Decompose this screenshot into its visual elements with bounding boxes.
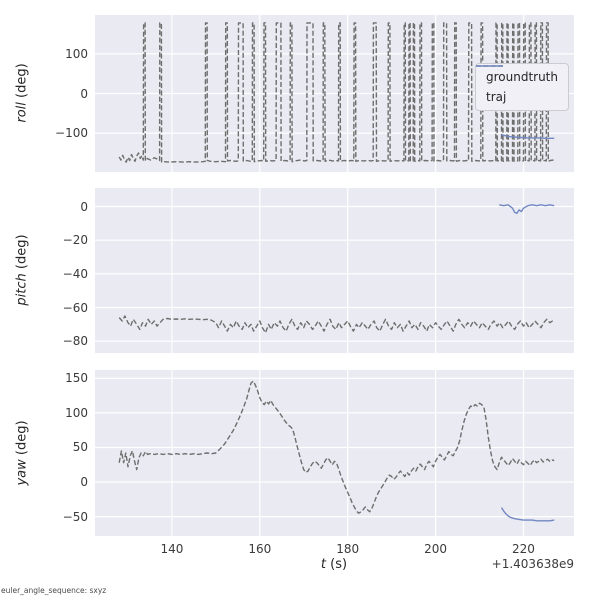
x-axis-offset-text: +1.403638e9 [491,557,574,571]
y-tick-label: −100 [55,126,88,141]
pitch-plot-svg [95,188,574,353]
legend-label-traj: traj [485,90,507,104]
x-axis-label: t (s) [321,557,347,572]
x-axis-label-var: t [320,557,327,572]
y-tick-label: −50 [62,509,88,524]
x-tick-label: 200 [424,542,448,556]
y-tick-label: 50 [72,440,88,455]
y-tick-label: 0 [80,199,88,214]
pitch-traj-line [499,204,555,214]
y-tick-label: −20 [62,233,88,248]
pitch-groundtruth-line [118,315,555,334]
legend: groundtruth traj [474,63,569,111]
x-tick-label: 160 [248,542,272,556]
y-tick-label: 0 [80,86,88,101]
pitch-subplot [95,188,574,353]
solid-line-icon [475,65,503,67]
x-tick-label: 180 [336,542,360,556]
yaw-plot-svg [95,370,574,536]
y-tick-label: −60 [62,300,88,315]
y-tick-label: 0 [80,475,88,490]
footer-note: euler_angle_sequence: sxyz [1,586,107,595]
y-tick-label: −40 [62,266,88,281]
legend-label-groundtruth: groundtruth [485,70,558,84]
roll-axis-label-var: roll [14,102,30,123]
legend-entry-groundtruth: groundtruth [475,65,558,84]
y-tick-label: 150 [65,371,88,386]
yaw-groundtruth-line [118,380,555,514]
y-tick-label: −80 [62,334,88,349]
roll-subplot: groundtruth traj [95,15,574,172]
legend-entry-traj: traj [475,65,558,104]
roll-traj-line [501,134,555,139]
y-tick-label: 100 [65,46,88,61]
x-axis-label-unit: (s) [326,557,348,572]
roll-groundtruth-line [118,22,555,163]
x-tick-label: 140 [160,542,184,556]
x-tick-label: 220 [512,542,535,556]
yaw-subplot [95,370,574,536]
yaw-traj-line [500,507,555,522]
y-tick-label: 100 [65,405,88,420]
